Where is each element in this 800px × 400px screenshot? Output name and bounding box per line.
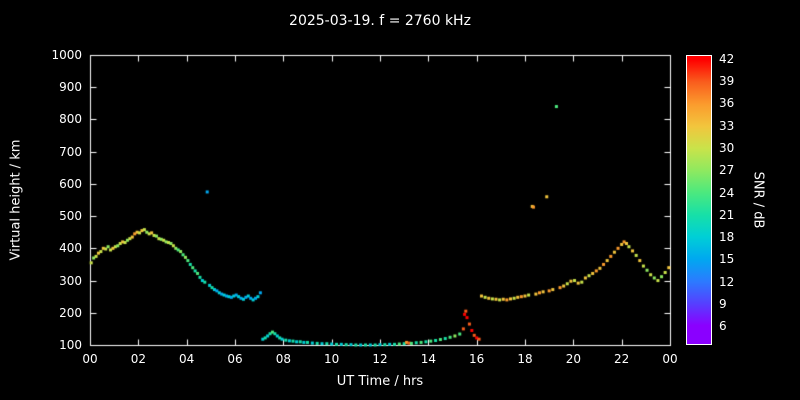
colorbar-tick-label: 6 xyxy=(719,319,727,334)
colorbar-tick-label: 18 xyxy=(719,230,735,245)
x-tick-label: 22 xyxy=(614,352,630,366)
y-tick-label: 600 xyxy=(59,176,82,191)
colorbar-tick-label: 15 xyxy=(719,252,735,267)
x-tick-label: 10 xyxy=(324,352,340,366)
chart-title: 2025-03-19. f = 2760 kHz xyxy=(289,13,471,29)
y-tick-label: 200 xyxy=(59,305,82,320)
colorbar-gradient xyxy=(686,55,712,345)
colorbar-tick-label: 36 xyxy=(719,96,735,111)
colorbar-label: SNR / dB xyxy=(750,171,766,229)
colorbar-tick-label: 9 xyxy=(719,297,727,312)
colorbar-tick-label: 21 xyxy=(719,207,735,222)
x-tick-label: 08 xyxy=(275,352,291,366)
colorbar-tick-label: 33 xyxy=(719,118,735,133)
colorbar-tick-label: 39 xyxy=(719,74,735,89)
colorbar-tick-label: 12 xyxy=(719,274,735,289)
y-tick-label: 500 xyxy=(59,209,82,224)
colorbar-tick-label: 30 xyxy=(719,140,735,155)
x-tick-label: 00 xyxy=(662,352,678,366)
y-tick-label: 100 xyxy=(59,338,82,352)
x-tick-label: 14 xyxy=(420,352,436,366)
x-tick-label: 12 xyxy=(372,352,388,366)
y-tick-label: 1000 xyxy=(51,48,82,62)
x-tick-label: 16 xyxy=(469,352,485,366)
x-tick-label: 06 xyxy=(227,352,243,366)
y-tick-label: 900 xyxy=(59,80,82,95)
colorbar-tick-label: 24 xyxy=(719,185,735,200)
y-axis-label: Virtual height / km xyxy=(8,139,24,261)
x-tick-label: 20 xyxy=(565,352,581,366)
colorbar-tick-label: 42 xyxy=(719,51,735,66)
y-tick-label: 700 xyxy=(59,144,82,159)
x-tick-label: 04 xyxy=(179,352,195,366)
x-tick-label: 18 xyxy=(517,352,533,366)
colorbar-tick-label: 27 xyxy=(719,163,735,178)
y-tick-label: 400 xyxy=(59,241,82,256)
x-tick-label: 02 xyxy=(130,352,146,366)
x-tick-label: 00 xyxy=(82,352,98,366)
y-tick-label: 300 xyxy=(59,273,82,288)
x-axis-label: UT Time / hrs xyxy=(336,374,424,389)
y-tick-label: 800 xyxy=(59,112,82,127)
